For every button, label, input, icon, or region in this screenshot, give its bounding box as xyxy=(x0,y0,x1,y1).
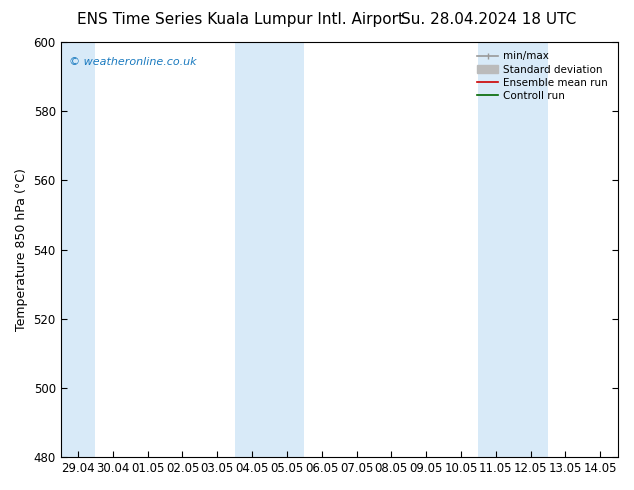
Text: © weatheronline.co.uk: © weatheronline.co.uk xyxy=(69,56,197,67)
Bar xyxy=(61,42,96,457)
Legend: min/max, Standard deviation, Ensemble mean run, Controll run: min/max, Standard deviation, Ensemble me… xyxy=(473,47,612,105)
Bar xyxy=(479,42,548,457)
Text: Su. 28.04.2024 18 UTC: Su. 28.04.2024 18 UTC xyxy=(401,12,576,27)
Bar xyxy=(235,42,304,457)
Text: ENS Time Series Kuala Lumpur Intl. Airport: ENS Time Series Kuala Lumpur Intl. Airpo… xyxy=(77,12,404,27)
Y-axis label: Temperature 850 hPa (°C): Temperature 850 hPa (°C) xyxy=(15,168,28,331)
